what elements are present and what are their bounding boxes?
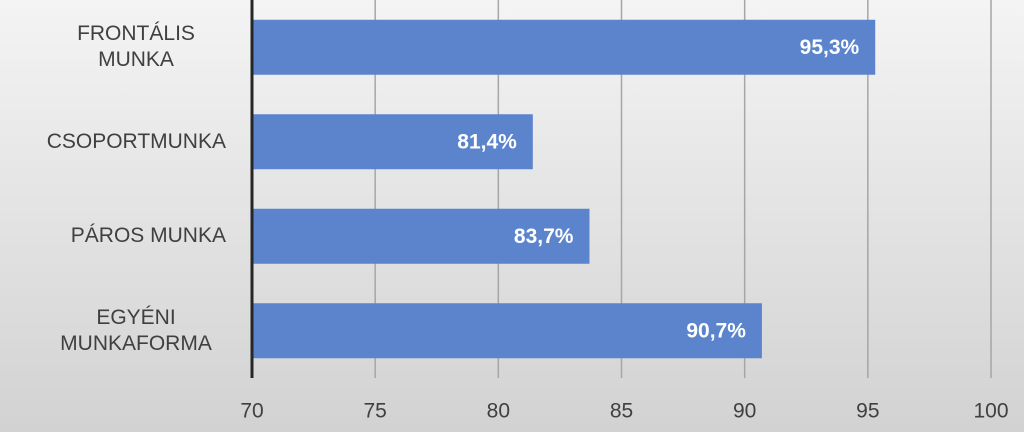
value-label: 81,4% — [457, 130, 517, 153]
x-tick-label: 80 — [487, 400, 510, 423]
bar — [252, 19, 876, 75]
category-label-box: PÁROS MUNKA — [0, 223, 226, 249]
y-tick-label: CSOPORTMUNKA — [46, 129, 226, 153]
bar — [252, 303, 762, 359]
category-label-box: CSOPORTMUNKA — [0, 129, 226, 155]
x-tick-label: 90 — [733, 400, 756, 423]
y-tick-label: FRONTÁLIS MUNKA — [77, 22, 195, 72]
bar — [252, 208, 590, 264]
y-tick-label: PÁROS MUNKA — [70, 224, 226, 248]
x-tick-label: 85 — [610, 400, 633, 423]
x-tick-label: 70 — [240, 400, 263, 423]
x-tick-label: 75 — [363, 400, 386, 423]
value-label: 95,3% — [800, 36, 860, 59]
x-tick-label: 95 — [856, 400, 879, 423]
value-label: 90,7% — [686, 319, 746, 342]
value-label: 83,7% — [514, 225, 574, 248]
category-label-box: FRONTÁLIS MUNKA — [0, 21, 226, 73]
y-tick-label: EGYÉNI MUNKAFORMA — [60, 305, 212, 355]
category-label-box: EGYÉNI MUNKAFORMA — [0, 305, 226, 357]
bar — [252, 114, 533, 170]
x-tick-label: 100 — [973, 400, 1008, 423]
